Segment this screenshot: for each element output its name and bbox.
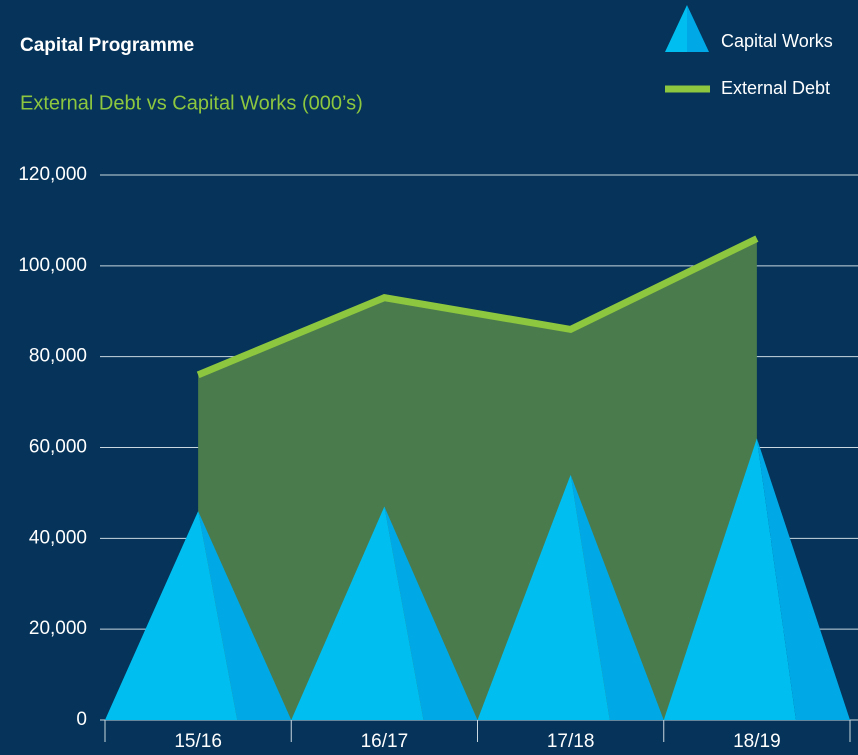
chart-title: Capital Programme bbox=[20, 35, 194, 56]
legend-label: External Debt bbox=[721, 78, 830, 98]
x-tick-label: 17/18 bbox=[547, 731, 595, 752]
pyramid-shade bbox=[198, 511, 292, 720]
pyramid-face bbox=[477, 474, 610, 720]
pyramid bbox=[105, 511, 292, 720]
chart-subtitle: External Debt vs Capital Works (000’s) bbox=[20, 92, 363, 114]
legend-icon-shade bbox=[687, 5, 709, 52]
pyramid-face bbox=[291, 506, 424, 720]
legend-label: Capital Works bbox=[721, 31, 833, 51]
y-tick-label: 0 bbox=[76, 709, 87, 730]
y-tick-label: 120,000 bbox=[18, 164, 87, 185]
y-tick-label: 80,000 bbox=[29, 346, 87, 367]
y-tick-label: 60,000 bbox=[29, 437, 87, 458]
debt-line bbox=[196, 235, 759, 379]
pyramid-shade bbox=[570, 474, 664, 720]
pyramid-face bbox=[105, 511, 238, 720]
pyramid bbox=[291, 506, 478, 720]
pyramid-shade bbox=[384, 506, 478, 720]
y-tick-label: 40,000 bbox=[29, 527, 87, 548]
pyramid-shade bbox=[756, 438, 850, 720]
legend-icon bbox=[665, 5, 687, 52]
pyramid bbox=[477, 474, 664, 720]
x-tick-label: 15/16 bbox=[174, 731, 222, 752]
pyramid-face bbox=[663, 438, 796, 720]
pyramid bbox=[663, 438, 850, 720]
y-tick-label: 20,000 bbox=[29, 618, 87, 639]
x-tick-label: 18/19 bbox=[733, 731, 781, 752]
y-tick-label: 100,000 bbox=[18, 255, 87, 276]
x-tick-label: 16/17 bbox=[361, 731, 409, 752]
